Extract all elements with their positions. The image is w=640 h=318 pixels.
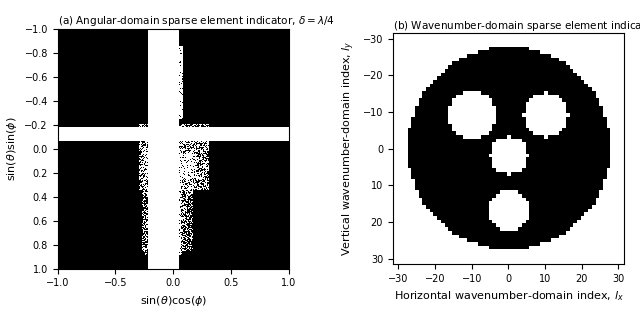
Y-axis label: $\sin(\theta)\sin(\phi)$: $\sin(\theta)\sin(\phi)$ — [5, 116, 19, 181]
Y-axis label: Vertical wavenumber-domain index, $l_y$: Vertical wavenumber-domain index, $l_y$ — [340, 41, 357, 256]
X-axis label: Horizontal wavenumber-domain index, $l_x$: Horizontal wavenumber-domain index, $l_x… — [394, 289, 623, 303]
Text: (b) Wavenumber-domain sparse element indicator, $\delta = \lambda/4$: (b) Wavenumber-domain sparse element ind… — [393, 19, 640, 33]
X-axis label: $\sin(\theta)\cos(\phi)$: $\sin(\theta)\cos(\phi)$ — [140, 294, 207, 308]
Text: (a) Angular-domain sparse element indicator, $\delta = \lambda/4$: (a) Angular-domain sparse element indica… — [58, 14, 335, 28]
